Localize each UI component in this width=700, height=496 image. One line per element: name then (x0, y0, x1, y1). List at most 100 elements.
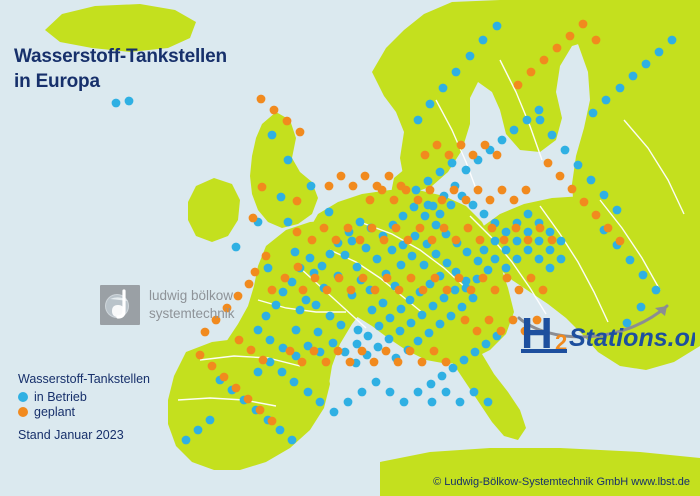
station-dot (451, 235, 461, 245)
station-dot (490, 285, 500, 295)
station-dot (444, 150, 454, 160)
border-line-12 (177, 397, 277, 407)
station-dot (418, 285, 428, 295)
station-dot (287, 435, 297, 445)
station-dot (560, 145, 570, 155)
station-dot (552, 43, 562, 53)
station-dot (310, 273, 320, 283)
station-dot (305, 253, 315, 263)
station-dot (413, 115, 423, 125)
station-dot (534, 236, 544, 246)
station-dot (415, 223, 425, 233)
station-dot (413, 195, 423, 205)
station-dot (394, 285, 404, 295)
station-dot (473, 256, 483, 266)
station-dot (428, 301, 438, 311)
station-dot (347, 236, 357, 246)
station-dot (306, 181, 316, 191)
station-dot (343, 397, 353, 407)
station-dot (439, 223, 449, 233)
station-dot (348, 181, 358, 191)
station-dot (307, 235, 317, 245)
station-dot (325, 249, 335, 259)
page-title-line2: in Europa (14, 71, 100, 93)
station-dot (290, 247, 300, 257)
station-dot (484, 315, 494, 325)
station-dot (508, 315, 518, 325)
land-ireland (188, 178, 240, 242)
station-dot (292, 227, 302, 237)
station-dot (470, 347, 480, 357)
station-dot (556, 254, 566, 264)
station-dot (246, 345, 256, 355)
station-dot (454, 273, 464, 283)
station-dot (207, 361, 217, 371)
station-dot (346, 285, 356, 295)
border-line-10 (499, 59, 543, 161)
station-dot (385, 387, 395, 397)
station-dot (520, 326, 530, 336)
station-dot (261, 311, 271, 321)
station-dot (355, 217, 365, 227)
station-dot (483, 265, 493, 275)
station-dot (255, 405, 265, 415)
station-dot (293, 262, 303, 272)
station-dot (352, 262, 362, 272)
station-dot (547, 235, 557, 245)
station-dot (253, 367, 263, 377)
station-dot (384, 334, 394, 344)
station-dot (526, 67, 536, 77)
station-dot (481, 339, 491, 349)
station-dot (301, 295, 311, 305)
h2stations-subscript-2: 2 (555, 330, 567, 354)
station-dot (340, 250, 350, 260)
h2stations-logo[interactable]: H 2 Stations.org (515, 292, 695, 354)
station-dot (410, 231, 420, 241)
station-dot (435, 209, 445, 219)
station-dot (291, 351, 301, 361)
station-dot (535, 223, 545, 233)
station-dot (462, 247, 472, 257)
station-dot (352, 339, 362, 349)
station-dot (303, 341, 313, 351)
station-dot (345, 357, 355, 367)
station-dot (502, 273, 512, 283)
station-dot (526, 273, 536, 283)
station-dot (231, 383, 241, 393)
station-dot (200, 327, 210, 337)
station-dot (511, 223, 521, 233)
station-dot (534, 105, 544, 115)
station-dot (459, 355, 469, 365)
station-dot (439, 293, 449, 303)
station-dot (289, 377, 299, 387)
station-dot (385, 313, 395, 323)
station-dot (638, 270, 648, 280)
station-dot (456, 140, 466, 150)
station-dot (461, 276, 471, 286)
station-dot (321, 357, 331, 367)
legend: Wasserstoff-Tankstellen in Betrieb gepla… (18, 370, 150, 444)
lbst-logo-line1: ludwig bölkow (149, 287, 234, 303)
station-dot (411, 185, 421, 195)
legend-dot-geplant (18, 406, 28, 417)
station-dot (496, 326, 506, 336)
station-dot (373, 342, 383, 352)
station-dot (432, 140, 442, 150)
station-dot (535, 115, 545, 125)
station-dot (219, 372, 229, 382)
station-dot (355, 235, 365, 245)
station-dot (311, 300, 321, 310)
station-dot (396, 181, 406, 191)
station-dot (442, 285, 452, 295)
station-dot (545, 245, 555, 255)
station-dot (205, 415, 215, 425)
station-dot (555, 171, 565, 181)
station-dot (475, 235, 485, 245)
station-dot (478, 35, 488, 45)
station-dot (292, 196, 302, 206)
border-line-6 (599, 199, 661, 291)
station-dot (538, 285, 548, 295)
station-dot (234, 335, 244, 345)
station-dot (588, 108, 598, 118)
station-dot (599, 190, 609, 200)
